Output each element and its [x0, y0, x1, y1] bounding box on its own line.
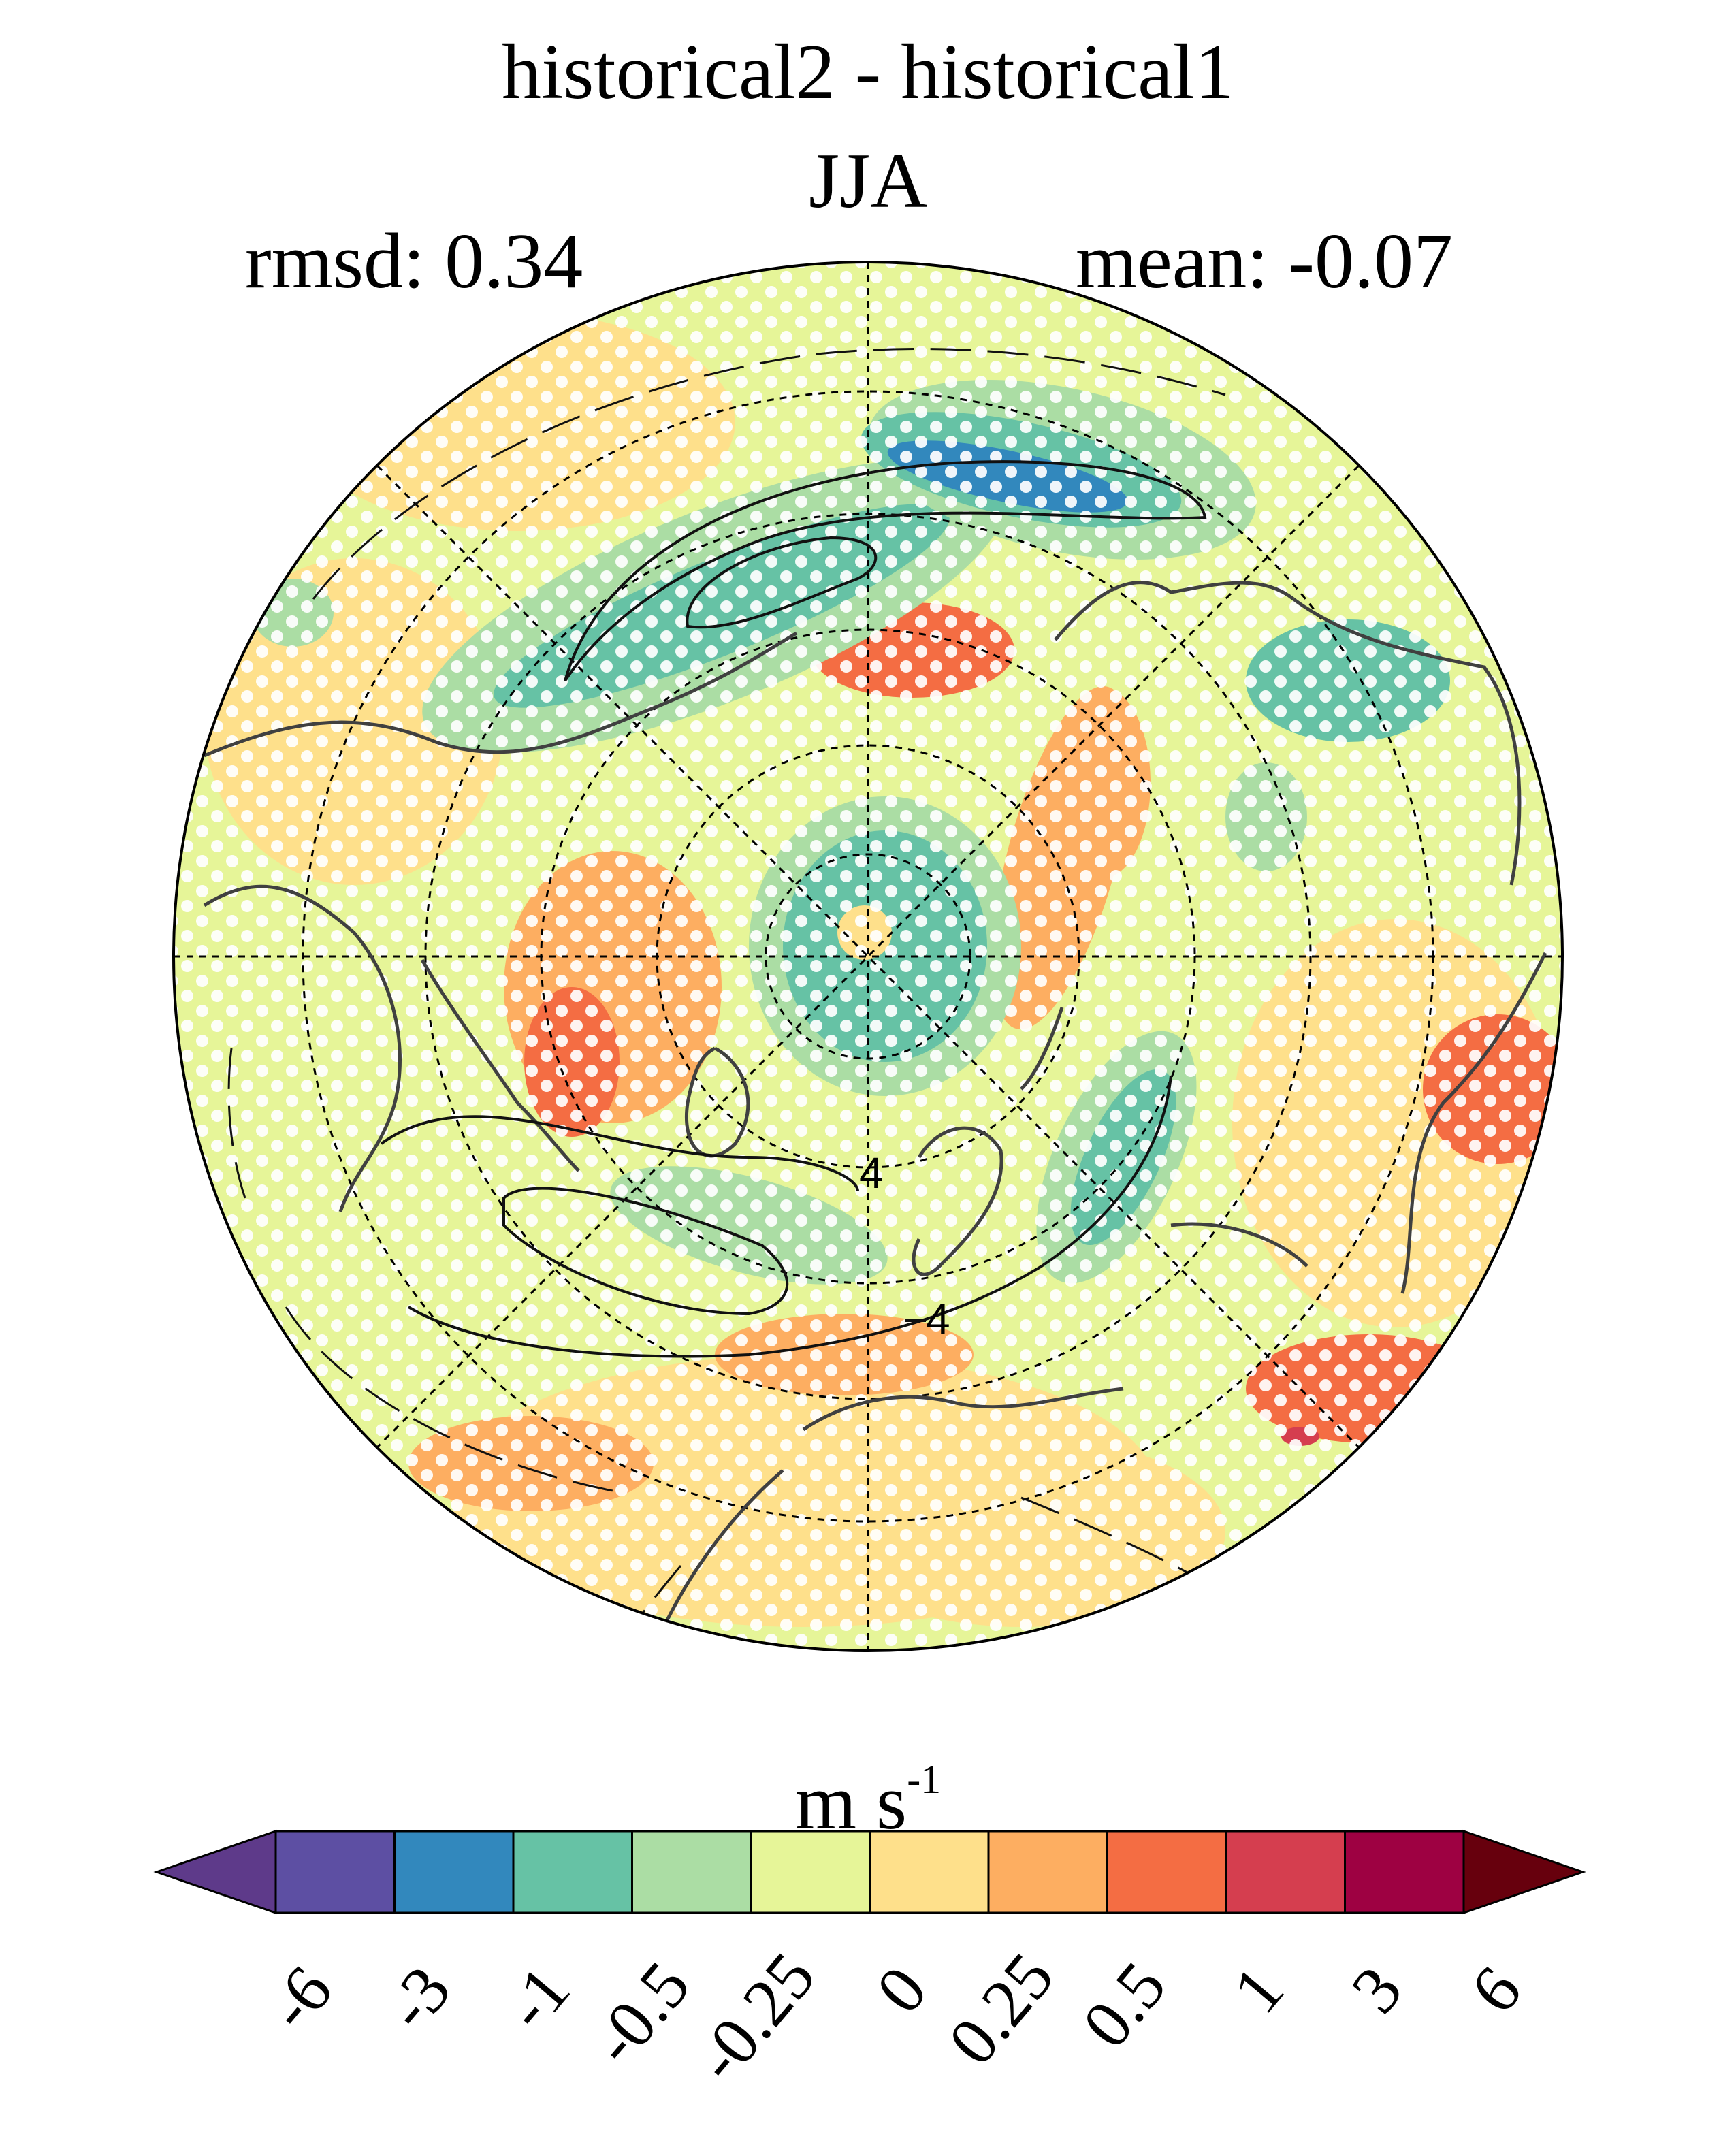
units-exponent: -1 [907, 1757, 942, 1802]
season-label: JJA [808, 138, 928, 225]
colorbar-box [274, 1830, 396, 1914]
coastlines [203, 581, 1547, 1621]
colorbar-box [512, 1830, 633, 1914]
colorbar-box [631, 1830, 752, 1914]
colorbar-box [1344, 1830, 1465, 1914]
map-boundary [172, 261, 1564, 1652]
colorbar-box [869, 1830, 990, 1914]
colorbar-box [1106, 1830, 1227, 1914]
colorbar-box [393, 1830, 515, 1914]
colorbar-box [987, 1830, 1108, 1914]
contours [380, 460, 1207, 1358]
contour-label: 4 [926, 1295, 950, 1344]
contour-label: 4 [859, 1148, 884, 1197]
colorbar-extend-high [1462, 1829, 1586, 1915]
colorbar-box [1225, 1830, 1346, 1914]
mean-label: mean: -0.07 [1076, 218, 1453, 305]
polar-map: 4 4 [172, 261, 1564, 1652]
map-title: historical2 - historical1 [502, 29, 1234, 116]
graticule [174, 262, 1562, 1651]
rmsd-label: rmsd: 0.34 [245, 218, 583, 305]
colorbar-extend-low [153, 1829, 277, 1915]
colorbar-box [750, 1830, 871, 1914]
